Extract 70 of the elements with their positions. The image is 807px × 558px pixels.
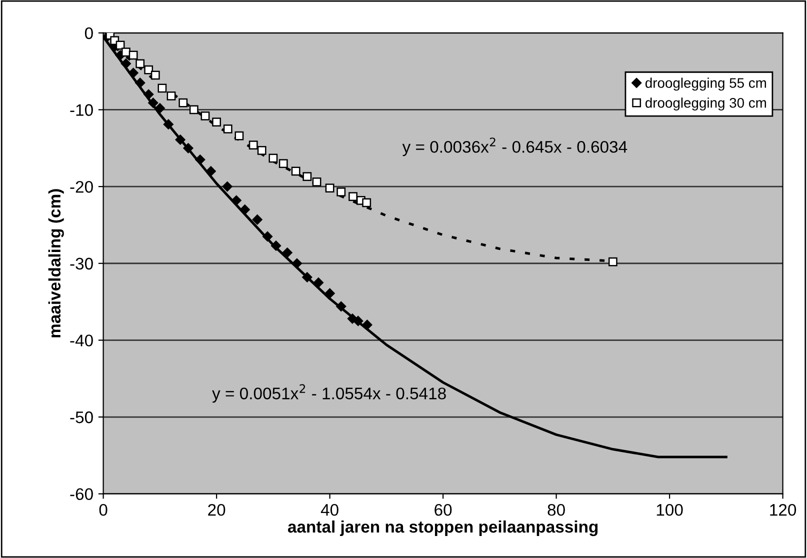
- point: [302, 172, 312, 182]
- point: [128, 50, 138, 60]
- x-tick-label: 100: [656, 504, 683, 516]
- point: [122, 48, 130, 57]
- point: [136, 59, 145, 68]
- y-axis-title: maaiveldaling (cm): [48, 189, 64, 338]
- point: [282, 248, 292, 258]
- x-axis-title: aantal jaren na stoppen peilaanpassing: [288, 520, 598, 536]
- point: [128, 68, 138, 78]
- point: [336, 187, 346, 196]
- point: [175, 134, 186, 145]
- x-tick-label: 40: [320, 504, 338, 516]
- y-tick-label: -50: [70, 411, 93, 424]
- x-tick-label: 120: [770, 504, 796, 516]
- point: [120, 58, 131, 69]
- point: [135, 78, 146, 88]
- y-tick-label: -20: [70, 180, 93, 193]
- x-tick-label: 20: [208, 504, 226, 516]
- point: [223, 124, 232, 134]
- y-tick-label: -40: [70, 334, 93, 346]
- point: [200, 111, 210, 120]
- point: [353, 316, 364, 326]
- point: [362, 198, 372, 208]
- point: [252, 214, 262, 225]
- point: [163, 119, 174, 130]
- x-tick-label: 80: [548, 504, 565, 516]
- x-tick-label: 60: [434, 504, 452, 516]
- legend-label: drooglegging 55 cm: [645, 78, 766, 91]
- point: [262, 231, 273, 242]
- point: [234, 131, 244, 140]
- annotation: y = 0.0051x$^{2}$ - 1.0554x - 0.5418: [212, 384, 446, 403]
- point: [608, 257, 618, 266]
- point: [178, 98, 188, 108]
- point: [183, 143, 194, 154]
- point: [195, 154, 206, 165]
- point: [348, 192, 358, 201]
- y-tick-label: -30: [70, 258, 93, 270]
- point: [154, 103, 165, 114]
- point: [158, 84, 167, 93]
- y-tick-label: -10: [70, 104, 93, 116]
- point: [222, 182, 232, 192]
- point: [292, 258, 302, 268]
- point: [148, 98, 158, 108]
- point: [336, 301, 346, 312]
- point: [313, 278, 324, 288]
- point: [206, 166, 216, 176]
- point: [324, 288, 335, 298]
- point: [166, 91, 176, 100]
- point: [257, 146, 266, 155]
- point: [291, 166, 300, 176]
- point: [150, 70, 160, 80]
- point: [325, 184, 334, 193]
- point: [248, 140, 258, 150]
- y-tick-label: -60: [70, 488, 93, 500]
- point: [144, 89, 154, 100]
- point: [240, 204, 250, 215]
- point: [231, 195, 242, 206]
- point: [212, 118, 221, 126]
- point: [362, 320, 372, 330]
- point: [189, 105, 198, 114]
- point: [312, 178, 322, 186]
- x-tick-label: 0: [99, 504, 108, 516]
- y-tick-label: 0: [84, 27, 93, 40]
- point: [270, 240, 282, 251]
- point: [268, 154, 278, 163]
- point: [302, 272, 312, 282]
- point: [278, 159, 288, 168]
- annotation: y = 0.0036x$^{2}$ - 0.645x - 0.6034: [402, 138, 628, 156]
- point: [144, 65, 154, 74]
- legend-label: drooglegging 30 cm: [645, 98, 766, 111]
